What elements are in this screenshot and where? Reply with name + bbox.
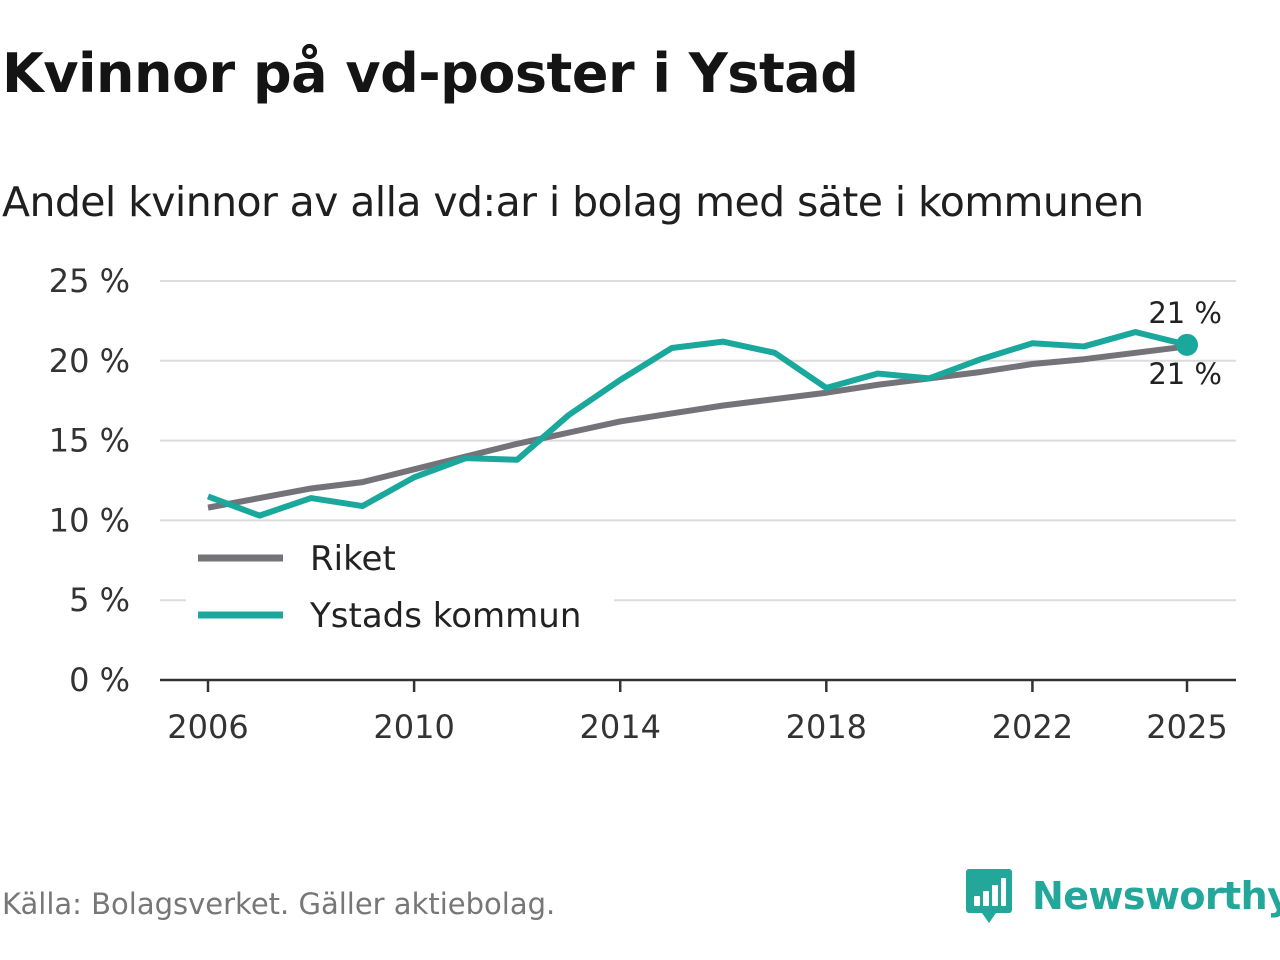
y-tick-label: 25 % [49, 262, 130, 300]
series-lines [206, 329, 1198, 519]
legend: Riket Ystads kommun [186, 534, 614, 646]
x-axis: 2006 2010 2014 2018 2022 2025 [160, 678, 1236, 746]
endpoint-marker-ystad [1176, 333, 1198, 356]
x-tick-label: 2025 [1146, 708, 1227, 746]
y-tick-label: 15 % [49, 422, 130, 460]
x-tick-label: 2014 [579, 708, 660, 746]
legend-label: Riket [310, 539, 396, 579]
newsworthy-logo: Newsworthy [964, 864, 1280, 928]
series-line-ystad [206, 329, 1188, 519]
y-tick-label: 5 % [69, 581, 130, 619]
end-labels: 21 % 21 % [1148, 296, 1222, 391]
x-tick-label: 2010 [373, 708, 454, 746]
y-tick-label: 10 % [49, 501, 130, 539]
series-line-riket [207, 343, 1188, 511]
end-label-ystad: 21 % [1148, 296, 1222, 330]
y-axis-labels: 0 % 5 % 10 % 15 % 20 % 25 % [49, 262, 130, 699]
source-note: Källa: Bolagsverket. Gäller aktiebolag. [2, 887, 556, 921]
legend-background [186, 534, 614, 646]
x-tick-label: 2006 [167, 708, 248, 746]
chart-subtitle: Andel kvinnor av alla vd:ar i bolag med … [2, 178, 1144, 226]
end-label-riket: 21 % [1148, 357, 1222, 391]
chart-title: Kvinnor på vd-poster i Ystad [2, 42, 859, 105]
legend-label: Ystads kommun [309, 596, 581, 636]
brand-name: Newsworthy [1032, 874, 1280, 918]
newsworthy-logo-icon [966, 869, 1012, 923]
x-tick-label: 2022 [992, 708, 1073, 746]
y-tick-label: 0 % [69, 661, 130, 699]
y-tick-label: 20 % [49, 342, 130, 380]
x-tick-label: 2018 [786, 708, 867, 746]
